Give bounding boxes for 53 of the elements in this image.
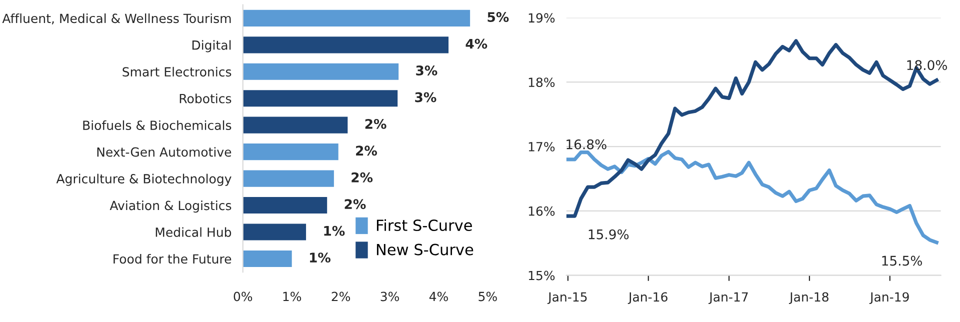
data-label: 2% [352,172,373,182]
data-label: 5% [488,12,509,22]
x-tick-label: 0% [234,292,252,302]
x-tick-label: Jan-15 [547,292,587,304]
y-tick-label: Food for the Future [114,254,232,264]
y-tick-label: 18% [528,78,555,88]
data-label: 3% [416,65,438,76]
data-label: 2% [365,118,386,129]
data-label: 2% [356,146,377,156]
y-tick-label: 17% [528,142,555,152]
bar [242,224,306,240]
x-tick-label: 3% [380,292,399,302]
legend-label: First S-Curve [376,219,472,232]
y-tick-label: Smart Electronics [122,66,232,77]
y-tick-label: Aviation & Logistics [110,200,232,213]
bar [242,90,398,107]
line-series [566,150,938,244]
y-tick-label: Digital [192,40,231,52]
y-tick-label: Affluent, Medical & Wellness Tourism [2,13,231,24]
bar [242,116,348,134]
annotation: 15.5% [882,256,922,266]
y-tick-label: Next-Gen Automotive [97,147,232,157]
y-tick-label: Biofuels & Biochemicals [83,120,232,130]
data-label: 4% [466,38,488,49]
y-tick-label: Medical Hub [156,227,232,237]
x-tick-label: Jan-19 [869,292,909,304]
x-tick-label: 2% [332,292,350,302]
data-label: 1% [310,252,330,263]
annotation: 15.9% [588,229,629,240]
bar [242,170,334,187]
data-label: 1% [324,226,345,236]
bar [242,63,399,80]
x-tick-label: 4% [429,292,448,302]
x-tick-label: Jan-17 [708,292,748,304]
bar [242,144,338,160]
bar [242,10,470,26]
bar [242,196,328,214]
y-tick-label: 15% [528,270,555,280]
x-tick-label: Jan-18 [788,292,828,304]
data-label: 2% [344,199,366,210]
data-label: 3% [415,92,436,102]
bar [242,250,292,268]
annotation: 16.8% [566,139,606,150]
x-tick-label: Jan-16 [628,292,668,304]
y-tick-label: Robotics [180,94,232,104]
y-tick-label: 16% [528,206,555,216]
legend-label: New S-Curve [376,244,474,256]
bar [242,36,449,54]
annotation: 18.0% [907,60,947,70]
x-tick-label: 1% [283,292,302,302]
x-tick-label: 5% [478,292,497,302]
y-tick-label: 19% [528,13,555,23]
y-tick-label: Agriculture & Biotechnology [56,174,232,186]
